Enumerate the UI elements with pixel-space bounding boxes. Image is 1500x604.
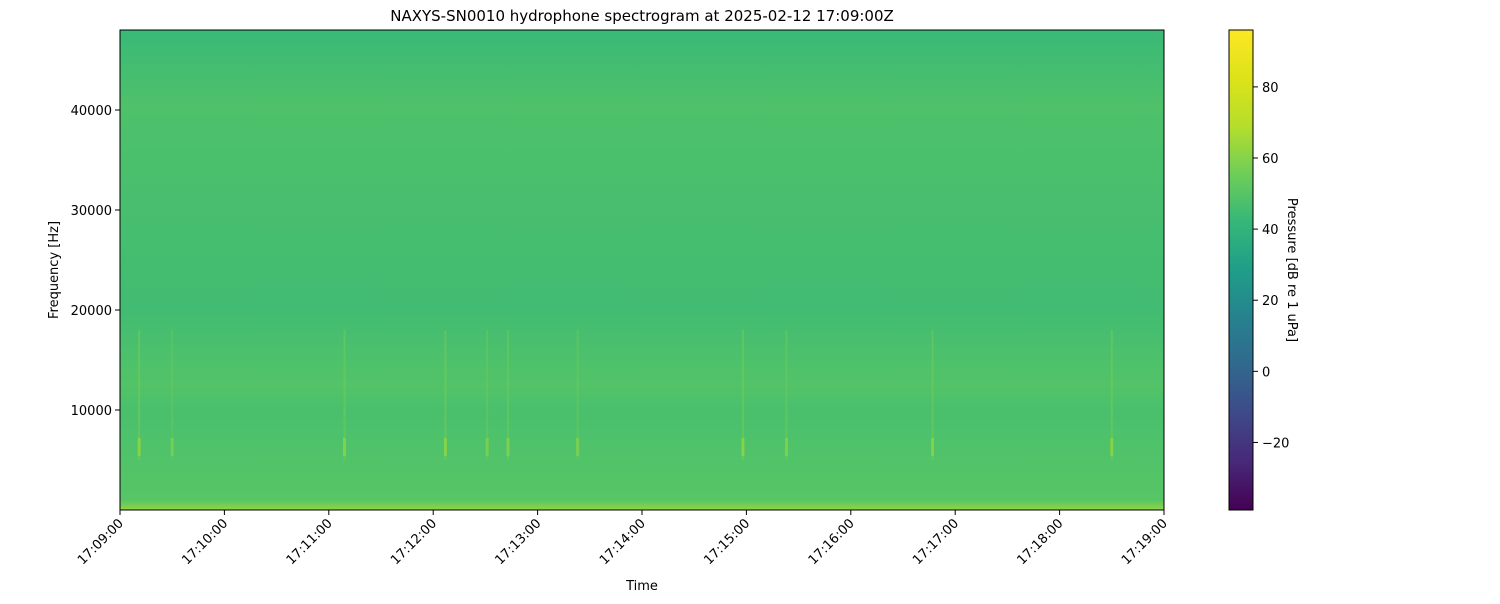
transient-streak — [931, 330, 934, 460]
transient-peak — [506, 438, 510, 456]
x-tick-label: 17:14:00 — [597, 516, 649, 568]
x-tick-label: 17:10:00 — [179, 516, 231, 568]
transient-peak — [170, 438, 174, 456]
x-tick-label: 17:17:00 — [910, 516, 962, 568]
tonal-band — [120, 383, 1164, 387]
y-tick-label: 30000 — [71, 204, 112, 219]
y-tick-label: 40000 — [71, 104, 112, 119]
x-tick-label: 17:19:00 — [1119, 516, 1171, 568]
colorbar-tick-label: 80 — [1262, 81, 1279, 96]
spectrogram-background — [120, 30, 1164, 510]
x-tick-label: 17:18:00 — [1015, 516, 1067, 568]
transient-peak — [137, 438, 141, 456]
colorbar-label: Pressure [dB re 1 uPa] — [1284, 198, 1299, 342]
colorbar — [1228, 29, 1254, 511]
spectrogram-plot-area — [119, 29, 1165, 511]
transient-peak — [576, 438, 580, 456]
y-tick-label: 20000 — [71, 304, 112, 319]
transient-streak — [343, 330, 346, 460]
x-tick-label: 17:13:00 — [493, 516, 545, 568]
x-tick-label: 17:11:00 — [284, 516, 336, 568]
transient-peak — [342, 438, 346, 456]
transient-peak — [931, 438, 935, 456]
colorbar-tick-label: 60 — [1262, 152, 1279, 167]
transient-streak — [576, 330, 579, 460]
x-tick-label: 17:15:00 — [701, 516, 753, 568]
colorbar-tick-label: 0 — [1262, 365, 1270, 380]
tonal-band — [120, 103, 1164, 107]
transient-peak — [485, 438, 489, 456]
y-tick-label: 10000 — [71, 404, 112, 419]
y-axis-label: Frequency [Hz] — [47, 221, 62, 319]
transient-streak — [486, 330, 489, 460]
transient-streak — [507, 330, 510, 460]
transient-peak — [784, 438, 788, 456]
transient-streak — [444, 330, 447, 460]
colorbar-tick-label: 20 — [1262, 294, 1279, 309]
chart-title: NAXYS-SN0010 hydrophone spectrogram at 2… — [390, 7, 894, 25]
colorbar-tick-label: −20 — [1262, 436, 1289, 451]
x-tick-label: 17:12:00 — [388, 516, 440, 568]
transient-streak — [785, 330, 788, 460]
transient-streak — [741, 330, 744, 460]
x-tick-label: 17:16:00 — [806, 516, 858, 568]
transient-streak — [1110, 330, 1113, 460]
transient-streak — [171, 330, 174, 460]
colorbar-tick-label: 40 — [1262, 223, 1279, 238]
transient-streak — [138, 330, 141, 460]
x-tick-label: 17:09:00 — [75, 516, 127, 568]
transient-peak — [741, 438, 745, 456]
transient-peak — [1110, 438, 1114, 456]
x-axis-label: Time — [625, 579, 658, 594]
transient-peak — [443, 438, 447, 456]
